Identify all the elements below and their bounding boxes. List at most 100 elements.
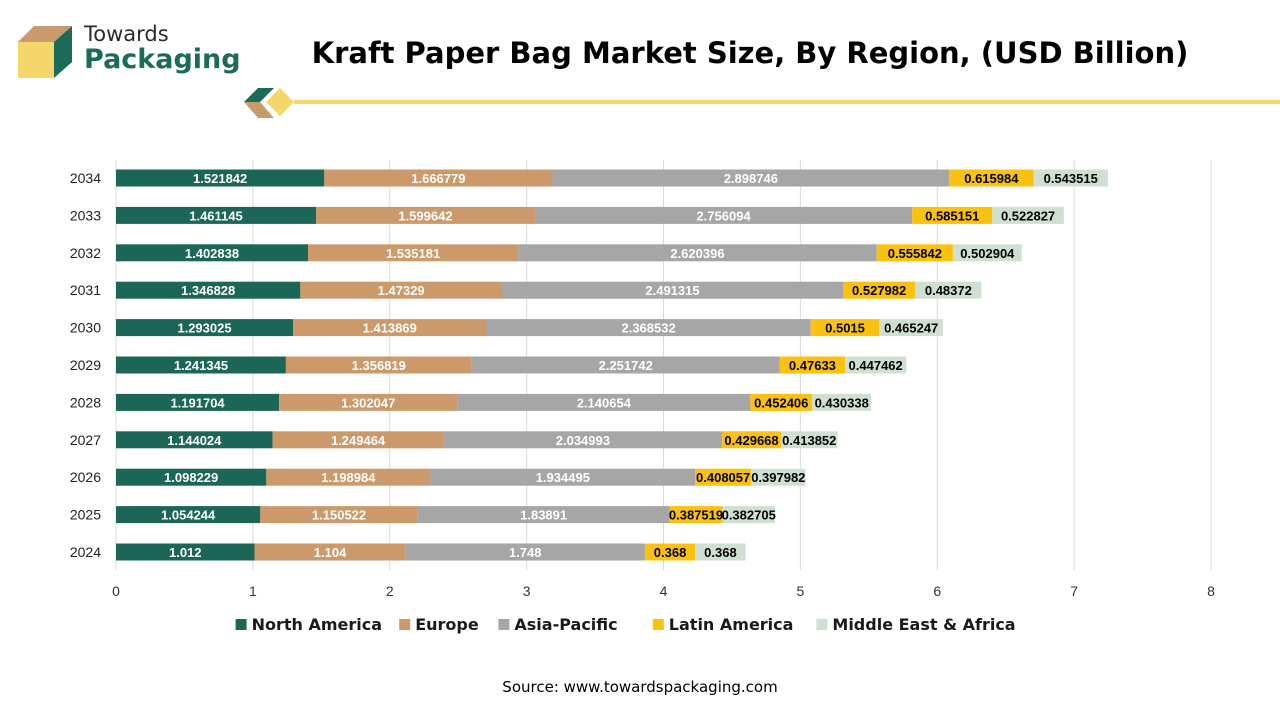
bar-segment xyxy=(502,281,844,299)
x-tick-label: 2 xyxy=(386,583,394,599)
legend-swatch xyxy=(652,619,664,630)
data-label: 0.522827 xyxy=(1001,208,1055,223)
y-tick-label: 2028 xyxy=(70,394,101,410)
bar-segment xyxy=(879,319,944,337)
data-label: 0.430338 xyxy=(815,395,869,410)
bar-segment xyxy=(722,431,781,449)
data-label: 1.293025 xyxy=(177,321,231,336)
legend-swatch xyxy=(399,619,411,630)
legend-label: Middle East & Africa xyxy=(832,615,1015,634)
data-label: 1.302047 xyxy=(341,395,395,410)
bar-segment xyxy=(292,319,487,337)
data-label: 1.535181 xyxy=(386,246,440,261)
bar-segment xyxy=(750,393,813,411)
y-tick-label: 2027 xyxy=(70,432,101,448)
data-label: 0.543515 xyxy=(1044,171,1098,186)
legend-swatch xyxy=(498,619,510,630)
brand-name-line1: Towards xyxy=(84,22,169,46)
source-note: Source: www.towardspackaging.com xyxy=(502,678,778,696)
data-label: 0.5015 xyxy=(825,321,865,336)
data-label: 0.368 xyxy=(654,545,687,560)
bar-segment xyxy=(751,468,806,486)
data-label: 1.144024 xyxy=(167,433,222,448)
data-label: 0.585151 xyxy=(925,208,979,223)
data-label: 1.83891 xyxy=(520,508,567,523)
data-label: 0.413852 xyxy=(782,433,836,448)
bar-segment xyxy=(116,356,286,374)
y-tick-label: 2024 xyxy=(70,544,101,560)
data-label: 0.387519 xyxy=(669,508,723,523)
legend-swatch xyxy=(816,619,828,630)
data-label: 0.47633 xyxy=(789,358,836,373)
legend-label: Asia-Pacific xyxy=(514,615,617,634)
bar-segment xyxy=(722,506,775,524)
data-label: 1.241345 xyxy=(174,358,228,373)
bar-segment xyxy=(695,468,752,486)
data-label: 0.452406 xyxy=(754,395,808,410)
bar-segment xyxy=(780,431,838,449)
data-label: 2.034993 xyxy=(556,433,610,448)
bar-segment xyxy=(116,244,309,262)
y-tick-label: 2031 xyxy=(70,282,101,298)
data-label: 0.382705 xyxy=(722,508,776,523)
brand-logo: Towards Packaging xyxy=(16,20,241,82)
data-label: 1.191704 xyxy=(170,395,225,410)
bar-segment xyxy=(116,206,316,224)
bar-segment xyxy=(669,506,723,524)
data-label: 0.502904 xyxy=(960,246,1015,261)
y-tick-label: 2033 xyxy=(70,207,101,223)
bar-segment xyxy=(260,506,418,524)
bar-segment xyxy=(915,281,982,299)
data-label: 0.408057 xyxy=(696,470,750,485)
bar-segment xyxy=(116,431,273,449)
x-tick-label: 1 xyxy=(249,583,257,599)
data-label: 1.47329 xyxy=(378,283,425,298)
bar-segment xyxy=(949,169,1034,187)
divider-line xyxy=(294,100,1280,104)
y-tick-label: 2032 xyxy=(70,245,101,261)
bar-segment xyxy=(279,393,458,411)
data-label: 0.615984 xyxy=(964,171,1019,186)
y-tick-label: 2030 xyxy=(70,320,101,336)
y-tick-label: 2025 xyxy=(70,507,101,523)
y-tick-label: 2026 xyxy=(70,469,101,485)
data-label: 1.104 xyxy=(314,545,347,560)
data-label: 2.756094 xyxy=(696,208,751,223)
data-label: 1.356819 xyxy=(352,358,406,373)
title-divider-decoration xyxy=(244,88,1280,118)
data-label: 2.140654 xyxy=(577,395,632,410)
bar-segment xyxy=(912,206,993,224)
bar-segment xyxy=(552,169,950,187)
brand-name-line2: Packaging xyxy=(84,44,241,75)
x-tick-label: 6 xyxy=(933,583,941,599)
bar-segment xyxy=(534,206,913,224)
bar-segment xyxy=(272,431,444,449)
data-label: 1.249464 xyxy=(331,433,386,448)
bar-segment xyxy=(876,244,953,262)
x-tick-label: 8 xyxy=(1207,583,1215,599)
bar-segment xyxy=(457,393,751,411)
bar-segment xyxy=(644,543,696,561)
bar-segment xyxy=(810,319,880,337)
data-label: 1.413869 xyxy=(363,321,417,336)
y-tick-label: 2034 xyxy=(70,170,101,186)
data-label: 1.098229 xyxy=(164,470,218,485)
data-label: 0.397982 xyxy=(751,470,805,485)
x-tick-label: 7 xyxy=(1070,583,1078,599)
bar-segment xyxy=(116,468,267,486)
legend-label: Latin America xyxy=(669,615,794,634)
bar-segment xyxy=(300,281,503,299)
bar-segment xyxy=(1033,169,1108,187)
data-label: 1.150522 xyxy=(312,508,366,523)
data-label: 1.748 xyxy=(509,545,542,560)
divider-green-chevron xyxy=(244,88,274,102)
data-label: 0.368 xyxy=(704,545,737,560)
bar-segment xyxy=(812,393,872,411)
data-label: 1.012 xyxy=(169,545,202,560)
data-label: 2.898746 xyxy=(724,171,778,186)
bar-segment xyxy=(843,281,916,299)
data-label: 0.555842 xyxy=(888,246,942,261)
data-label: 0.48372 xyxy=(925,283,972,298)
data-label: 1.402838 xyxy=(185,246,239,261)
